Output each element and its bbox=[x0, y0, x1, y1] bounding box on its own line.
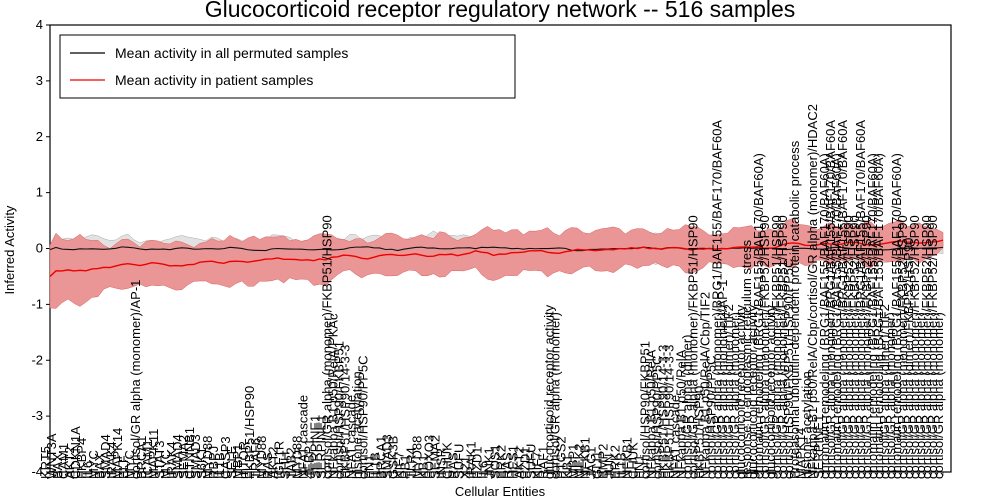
svg-text:2: 2 bbox=[36, 129, 43, 144]
svg-text:4: 4 bbox=[36, 17, 43, 32]
svg-text:Inferred Activity: Inferred Activity bbox=[2, 205, 17, 294]
svg-text:Mean activity in all permuted: Mean activity in all permuted samples bbox=[115, 45, 348, 61]
svg-text:-3: -3 bbox=[31, 408, 43, 423]
svg-text:-2: -2 bbox=[31, 352, 43, 367]
svg-text:Mean activity in patient sampl: Mean activity in patient samples bbox=[115, 72, 313, 88]
svg-text:0: 0 bbox=[36, 241, 43, 256]
svg-text:-1: -1 bbox=[31, 296, 43, 311]
svg-text:cortisol/GR alpha (monomer): cortisol/GR alpha (monomer) bbox=[931, 312, 946, 479]
svg-text:1: 1 bbox=[36, 185, 43, 200]
svg-text:Glucocorticoid receptor regula: Glucocorticoid receptor regulatory netwo… bbox=[205, 0, 796, 22]
svg-text:Cellular Entities: Cellular Entities bbox=[455, 484, 546, 499]
svg-text:3: 3 bbox=[36, 73, 43, 88]
